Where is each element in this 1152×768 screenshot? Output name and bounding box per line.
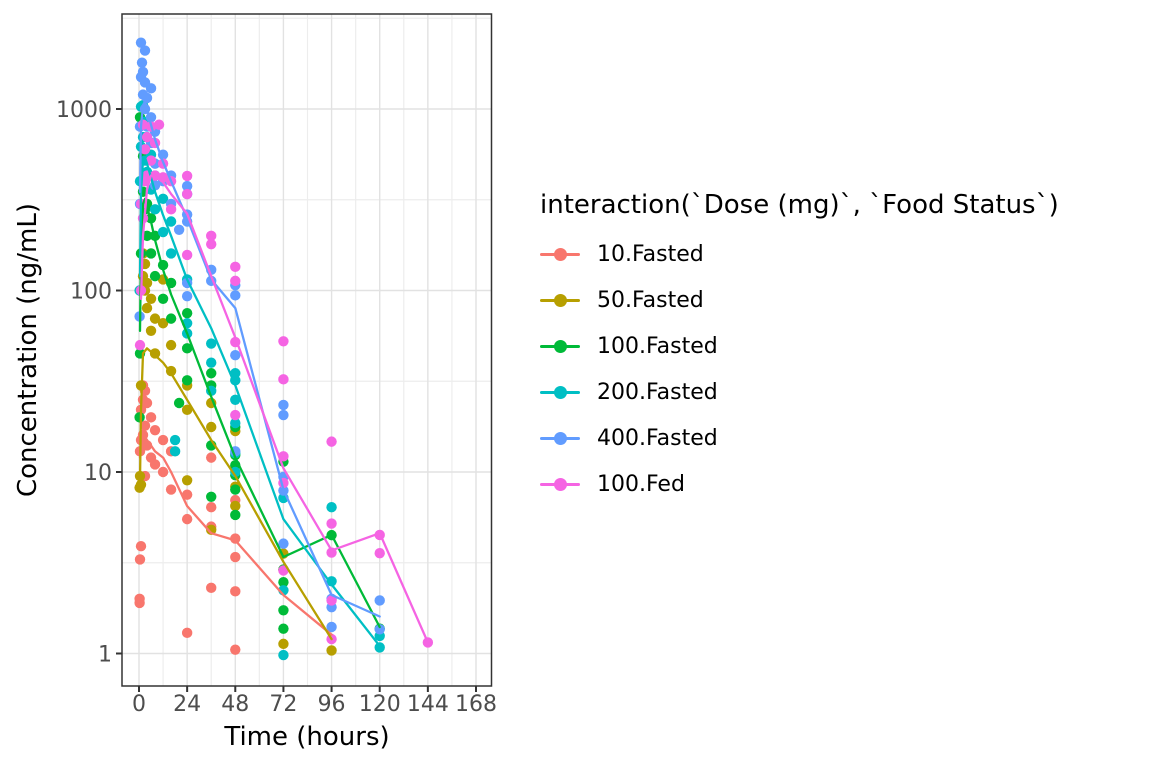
x-tick-label: 72 xyxy=(269,692,297,717)
legend-item-label: 10.Fasted xyxy=(597,241,704,267)
series-line-50.Fasted xyxy=(138,347,333,641)
legend-item-label: 100.Fasted xyxy=(597,333,718,359)
legend-item-100-fasted[interactable]: 100.Fasted xyxy=(540,323,718,369)
plot-panel xyxy=(122,14,492,686)
legend-key-dot-icon xyxy=(553,385,567,399)
y-tick-label: 1000 xyxy=(56,98,112,123)
legend-key-dot-icon xyxy=(553,477,567,491)
legend-key-dot-icon xyxy=(553,247,567,261)
x-tick-label: 96 xyxy=(318,692,346,717)
x-tick-label: 24 xyxy=(173,692,201,717)
y-axis-title: Concentration (ng/mL) xyxy=(13,202,43,498)
legend-key xyxy=(540,369,580,415)
y-tick-label: 100 xyxy=(70,280,112,305)
legend-item-400-fasted[interactable]: 400.Fasted xyxy=(540,415,718,461)
x-axis-title: Time (hours) xyxy=(224,722,390,752)
legend-key xyxy=(540,323,580,369)
legend-item-200-fasted[interactable]: 200.Fasted xyxy=(540,369,718,415)
y-tick-label: 10 xyxy=(84,461,112,486)
series-line-10.Fasted xyxy=(138,436,333,636)
major-gridlines xyxy=(122,14,492,686)
axis-ticks xyxy=(116,108,477,692)
legend-title: interaction(`Dose (mg)`, `Food Status`) xyxy=(540,190,1059,220)
y-tick-labels: 1 10 100 1000 xyxy=(56,98,112,668)
x-tick-label: 48 xyxy=(221,692,249,717)
x-tick-label: 144 xyxy=(407,692,449,717)
x-tick-label: 120 xyxy=(359,692,401,717)
legend-item-label: 200.Fasted xyxy=(597,379,718,405)
legend: 10.Fasted 50.Fasted 100.Fasted 200.Faste… xyxy=(540,231,718,507)
series-line-400.Fasted xyxy=(138,100,381,618)
legend-item-label: 50.Fasted xyxy=(597,287,704,313)
legend-key xyxy=(540,461,580,507)
legend-item-50-fasted[interactable]: 50.Fasted xyxy=(540,277,718,323)
series-line-100.Fasted xyxy=(138,197,381,629)
legend-item-label: 400.Fasted xyxy=(597,425,718,451)
legend-key-dot-icon xyxy=(553,339,567,353)
legend-key xyxy=(540,277,580,323)
series-line-200.Fasted xyxy=(138,156,381,648)
x-tick-label: 0 xyxy=(132,692,146,717)
legend-item-label: 100.Fed xyxy=(597,471,685,497)
legend-item-100-fed[interactable]: 100.Fed xyxy=(540,461,718,507)
y-tick-label: 1 xyxy=(98,643,112,668)
x-tick-label: 168 xyxy=(455,692,497,717)
legend-item-10-fasted[interactable]: 10.Fasted xyxy=(540,231,718,277)
x-tick-labels: 0 24 48 72 96 120 144 168 xyxy=(132,692,497,717)
legend-key-dot-icon xyxy=(553,293,567,307)
legend-key-dot-icon xyxy=(553,431,567,445)
series-line-100.Fed xyxy=(139,174,430,644)
legend-key xyxy=(540,415,580,461)
legend-key xyxy=(540,231,580,277)
panel-border xyxy=(121,13,493,687)
